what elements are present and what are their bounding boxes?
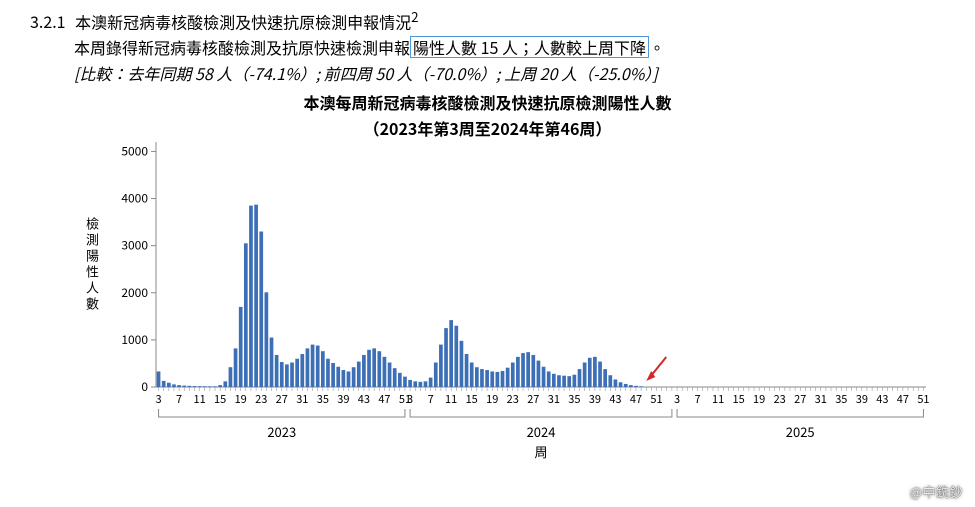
watermark: @中銑鈔: [890, 482, 963, 501]
section-title: 本澳新冠病毒核酸檢測及快速抗原檢測申報情況: [75, 9, 411, 33]
svg-text:數: 數: [86, 294, 99, 313]
svg-text:3: 3: [156, 391, 162, 407]
svg-text:4000: 4000: [121, 190, 148, 207]
svg-text:2023: 2023: [267, 422, 296, 441]
svg-text:19: 19: [753, 391, 765, 407]
body-line-1-prefix: 本周錄得新冠病毒核酸檢測及抗原快速檢測申報: [74, 35, 410, 59]
svg-text:19: 19: [235, 391, 247, 407]
watermark-text: @中銑鈔: [910, 482, 963, 501]
svg-text:27: 27: [794, 391, 806, 407]
svg-text:35: 35: [568, 391, 580, 407]
svg-text:0: 0: [141, 378, 148, 395]
svg-text:39: 39: [337, 391, 349, 407]
chart-title-1-text: 本澳每周新冠病毒核酸檢測及快速抗原檢測陽性人數: [303, 90, 671, 114]
svg-text:2025: 2025: [786, 422, 815, 441]
body-line-1-suffix: 。: [649, 35, 665, 59]
svg-text:47: 47: [897, 391, 909, 407]
svg-text:7: 7: [176, 391, 182, 407]
svg-text:43: 43: [358, 391, 370, 407]
body-line-1: 本周錄得新冠病毒核酸檢測及抗原快速檢測申報陽性人數 15 人；人數較上周下降。: [74, 34, 975, 60]
svg-text:3: 3: [407, 391, 413, 407]
highlight-box: 陽性人數 15 人；人數較上周下降: [410, 36, 649, 58]
page: 3.2.1 本澳新冠病毒核酸檢測及快速抗原檢測申報情況2 本周錄得新冠病毒核酸檢…: [0, 0, 975, 507]
svg-text:31: 31: [296, 391, 308, 407]
svg-text:2024: 2024: [527, 422, 556, 441]
chart: 010002000300040005000檢測陽性人數3711151923273…: [78, 142, 938, 482]
svg-text:35: 35: [835, 391, 847, 407]
section-title-sup: 2: [411, 7, 418, 26]
svg-text:2000: 2000: [121, 284, 148, 301]
svg-text:23: 23: [774, 391, 786, 407]
svg-text:47: 47: [630, 391, 642, 407]
chart-title-1: 本澳每周新冠病毒核酸檢測及快速抗原檢測陽性人數: [0, 90, 975, 114]
svg-text:15: 15: [733, 391, 745, 407]
svg-text:35: 35: [317, 391, 329, 407]
svg-text:19: 19: [486, 391, 498, 407]
svg-text:1000: 1000: [121, 331, 148, 348]
svg-text:7: 7: [695, 391, 701, 407]
chart-title-2-text: （2023年第3周至2024年第46周）: [364, 116, 612, 140]
svg-text:3: 3: [674, 391, 680, 407]
svg-text:11: 11: [712, 391, 724, 407]
svg-text:5000: 5000: [121, 143, 148, 160]
svg-text:15: 15: [466, 391, 478, 407]
svg-text:15: 15: [214, 391, 226, 407]
svg-text:周: 周: [534, 442, 547, 461]
chart-svg: 010002000300040005000檢測陽性人數3711151923273…: [78, 142, 938, 482]
svg-text:31: 31: [815, 391, 827, 407]
svg-text:43: 43: [609, 391, 621, 407]
svg-text:47: 47: [378, 391, 390, 407]
svg-text:31: 31: [548, 391, 560, 407]
svg-text:27: 27: [276, 391, 288, 407]
svg-text:51: 51: [650, 391, 662, 407]
svg-text:39: 39: [589, 391, 601, 407]
svg-text:23: 23: [507, 391, 519, 407]
weibo-icon: [890, 483, 906, 499]
svg-text:3000: 3000: [121, 237, 148, 254]
svg-text:11: 11: [445, 391, 457, 407]
svg-text:11: 11: [194, 391, 206, 407]
svg-text:51: 51: [917, 391, 929, 407]
chart-title-2: （2023年第3周至2024年第46周）: [0, 116, 975, 140]
svg-text:39: 39: [856, 391, 868, 407]
heading-line: 3.2.1 本澳新冠病毒核酸檢測及快速抗原檢測申報情況2: [0, 4, 975, 34]
comparison-line: [比較：去年同期 58 人（-74.1%）; 前四周 50 人（-70.0%）;…: [74, 60, 975, 86]
svg-text:43: 43: [876, 391, 888, 407]
section-number: 3.2.1: [30, 8, 66, 34]
svg-text:27: 27: [527, 391, 539, 407]
svg-text:23: 23: [255, 391, 267, 407]
svg-text:7: 7: [428, 391, 434, 407]
